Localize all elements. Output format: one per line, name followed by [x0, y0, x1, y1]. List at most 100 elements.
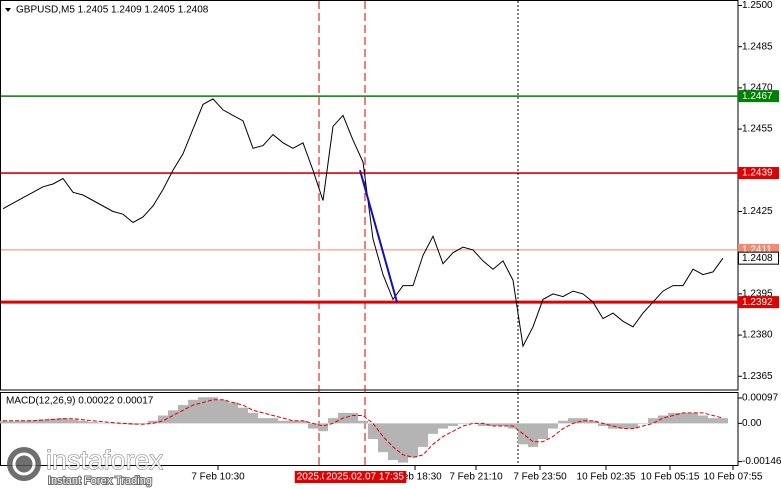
macd-bar — [668, 412, 678, 424]
macd-bar — [258, 418, 268, 424]
macd-bar — [168, 410, 178, 424]
macd-bar — [598, 423, 608, 426]
macd-bar — [558, 420, 568, 424]
macd-bar — [418, 423, 428, 447]
macd-bar — [228, 402, 238, 424]
y-tick-label: 0.00 — [742, 418, 762, 429]
macd-bar — [18, 420, 28, 424]
macd-bar — [718, 418, 728, 424]
macd-title: MACD(12,26,9) 0.00022 0.00017 — [6, 396, 154, 407]
macd-bar — [548, 423, 558, 429]
watermark-tagline: Instant Forex Trading — [48, 475, 152, 487]
macd-bar — [0, 420, 8, 424]
macd-bar — [388, 423, 398, 460]
level-label-box — [738, 90, 779, 103]
x-tick-label: 7 Feb 21:10 — [449, 472, 503, 483]
macd-bar — [308, 423, 318, 429]
price-line — [2, 98, 724, 348]
level-label: 1.2411 — [742, 245, 772, 256]
macd-bar — [268, 418, 278, 424]
level-label-box — [738, 167, 779, 180]
macd-bar — [28, 420, 38, 424]
macd-bar — [628, 423, 638, 429]
macd-bar — [678, 412, 688, 424]
x-tick-label: 7 Feb 23:50 — [513, 472, 567, 483]
time-label: 2025.02.0 — [297, 472, 342, 483]
level-label: 1.2439 — [742, 168, 773, 179]
macd-bar — [468, 423, 478, 424]
macd-bar — [588, 420, 598, 424]
macd-bar — [108, 423, 118, 424]
macd-bar — [368, 423, 378, 440]
macd-bar — [218, 399, 228, 424]
trend-line — [359, 170, 398, 303]
y-tick-label: 1.2500 — [742, 0, 773, 11]
y-tick-label: 1.2380 — [742, 330, 773, 341]
price-pane — [0, 0, 739, 391]
y-tick-label: 1.2485 — [742, 41, 773, 52]
macd-bar — [48, 418, 58, 424]
macd-bar — [98, 422, 108, 424]
x-tick-label: 10 Feb 07:55 — [704, 472, 763, 483]
y-tick-label: 1.2425 — [742, 206, 773, 217]
macd-bar — [78, 420, 88, 424]
macd-bar — [488, 423, 498, 426]
x-tick-label: 7 Feb 10:30 — [191, 472, 245, 483]
macd-bar — [578, 418, 588, 424]
macd-bar — [408, 423, 418, 458]
macd-bar — [688, 412, 698, 424]
x-tick-label: 10 Feb 05:15 — [641, 472, 700, 483]
macd-bar — [208, 397, 218, 424]
macd-bar — [498, 423, 508, 426]
macd-bar — [8, 421, 18, 424]
macd-bar — [358, 420, 368, 424]
menu-arrow — [5, 8, 11, 12]
macd-bar — [188, 399, 198, 424]
macd-bar — [648, 418, 658, 424]
watermark-brand: instaforex — [46, 445, 164, 475]
level-label-box — [738, 296, 779, 309]
macd-bar — [438, 423, 448, 429]
level-label: 1.2467 — [742, 91, 773, 102]
logo-ring — [12, 452, 36, 476]
time-label-box — [324, 471, 407, 483]
watermark: instaforex Instant Forex Trading — [7, 445, 164, 488]
macd-bar — [618, 423, 628, 429]
last-price-label: 1.2408 — [742, 253, 773, 264]
macd-bar — [478, 423, 488, 426]
macd-bar — [198, 397, 208, 424]
macd-bar — [68, 419, 78, 424]
macd-bar — [288, 420, 298, 424]
macd-bar — [538, 423, 548, 440]
macd-bar — [318, 423, 328, 432]
macd-bar — [458, 423, 468, 424]
macd-bar — [58, 418, 68, 424]
macd-bar — [298, 420, 308, 424]
macd-bar — [328, 418, 338, 424]
macd-bar — [278, 420, 288, 424]
logo-circle — [7, 447, 41, 481]
y-tick-label: 1.2470 — [742, 83, 773, 94]
y-tick-label: 1.2395 — [742, 289, 773, 300]
macd-bar — [128, 423, 138, 425]
macd-bar — [148, 420, 158, 424]
last-price-box — [738, 251, 779, 265]
chart-title: GBPUSD,M5 1.2405 1.2409 1.2405 1.2408 — [16, 5, 209, 16]
y-tick-label: -0.00146 — [742, 456, 781, 467]
macd-bar — [708, 418, 718, 424]
level-label: 1.2392 — [742, 297, 773, 308]
macd-bar — [658, 415, 668, 424]
macd-bar — [698, 415, 708, 424]
time-label: 2025.02.07 17:35 — [326, 472, 404, 483]
y-tick-label: 0.00097 — [742, 393, 779, 404]
macd-bar — [528, 423, 538, 447]
x-tick-label: 7 Feb 18:30 — [388, 472, 442, 483]
macd-bar — [378, 423, 388, 453]
macd-bar — [348, 412, 358, 424]
macd-bar — [178, 405, 188, 424]
macd-bar — [638, 423, 648, 424]
macd-bar — [448, 423, 458, 426]
x-tick-label: 10 Feb 02:35 — [577, 472, 636, 483]
macd-bar — [568, 418, 578, 424]
